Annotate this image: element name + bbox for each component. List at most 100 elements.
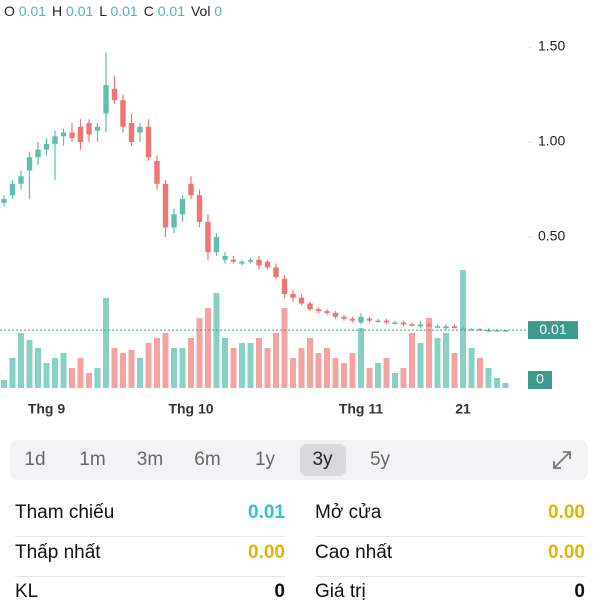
volume-bar <box>77 358 84 388</box>
candle-body <box>366 318 373 321</box>
range-tab[interactable]: 3m <box>136 449 164 470</box>
candle-body <box>77 126 84 142</box>
stat-label: Tham chiếu <box>15 502 115 523</box>
ohlc-header: O 0.01 H 0.01 L 0.01 C 0.01 Vol 0 <box>4 3 228 19</box>
volume-bar <box>196 318 203 388</box>
ohlc-label: Vol <box>190 3 211 19</box>
chart: 0.50 1.00 1.50 Thg 9 Thg 10 Thg 11 21 0.01 0 <box>0 38 578 417</box>
candle-body <box>9 183 16 196</box>
range-tab[interactable]: 1m <box>79 449 106 470</box>
candle-body <box>128 123 135 142</box>
candle-body <box>290 294 296 298</box>
volume-bar <box>145 343 152 388</box>
volume-bar <box>18 333 24 388</box>
range-tab[interactable]: 1y <box>254 449 276 470</box>
candle-body <box>264 261 271 268</box>
volume-bar <box>205 308 211 388</box>
x-tick-label: Thg 9 <box>28 401 66 417</box>
divider <box>315 536 585 537</box>
volume-bar <box>69 368 75 388</box>
x-tick-label: Thg 11 <box>339 401 384 417</box>
volume-bar <box>264 348 271 388</box>
volume-bar <box>239 343 245 388</box>
ohlc-value: 0.01 <box>157 3 185 19</box>
candle-body <box>341 316 347 319</box>
candle-body <box>409 324 415 326</box>
volume-bar <box>43 363 50 388</box>
candle-body <box>256 259 262 266</box>
volume-bar <box>26 340 33 388</box>
volume-bar <box>290 358 296 388</box>
ohlc-value: 0 <box>214 3 223 19</box>
stat-label: Mở cửa <box>315 502 382 523</box>
ohlc-label: H <box>52 3 63 19</box>
candle-body <box>230 259 237 262</box>
volume-bar <box>162 333 169 388</box>
candle-body <box>103 85 109 114</box>
candle-body <box>281 278 288 294</box>
volume-bar <box>281 308 288 388</box>
volume-bar <box>298 348 305 388</box>
candle-body <box>239 261 245 264</box>
range-tab[interactable]: 1d <box>24 449 46 470</box>
volume-bar <box>1 380 7 388</box>
candle-body <box>426 324 432 327</box>
volume-bar <box>358 328 364 388</box>
candle-body <box>468 329 475 331</box>
volume-bar <box>9 358 16 388</box>
volume-bar <box>400 368 407 388</box>
volume-bar <box>477 358 483 388</box>
candle-body <box>494 330 500 332</box>
candle-body <box>43 143 50 150</box>
volume-bar <box>94 368 101 388</box>
range-tab[interactable]: 3y <box>299 444 346 476</box>
volume-bar <box>392 373 398 388</box>
divider <box>315 575 585 577</box>
candle-body <box>154 161 160 184</box>
volume-bar <box>256 338 262 388</box>
volume-bar <box>485 368 492 388</box>
candle-body <box>94 126 101 131</box>
range-tab[interactable]: 6m <box>194 449 221 470</box>
volume-tick-label: 0 <box>536 371 544 387</box>
volume-bar <box>366 368 373 388</box>
ohlc-value: 0.01 <box>66 3 94 19</box>
candle-body <box>332 313 339 317</box>
volume-bar <box>426 318 432 388</box>
candle-body <box>120 100 126 127</box>
candle-body <box>162 183 169 228</box>
volume-bar <box>60 353 67 388</box>
volume-bar <box>35 348 41 388</box>
ohlc-label: C <box>143 3 154 19</box>
stat-value: 0.01 <box>248 502 285 523</box>
last-price-label: 0.01 <box>539 321 566 337</box>
volume-bar <box>137 358 143 388</box>
stat-value: 0.00 <box>548 541 585 563</box>
volume-bar <box>222 338 228 388</box>
candle-body <box>247 259 254 262</box>
volume-bar <box>434 338 441 388</box>
range-tab[interactable]: 5y <box>369 449 391 470</box>
candle-body <box>460 328 466 330</box>
candle-body <box>69 132 75 139</box>
volume-bar <box>154 338 160 388</box>
volume-axis-box <box>528 371 552 389</box>
stat-label: Giá trị <box>315 581 366 602</box>
candle-body <box>417 324 424 327</box>
stat-label: Thấp nhất <box>15 541 101 563</box>
volume-bar <box>417 343 424 388</box>
volume-bar <box>247 343 254 388</box>
y-tick-label: 0.50 <box>538 228 565 244</box>
candle-body <box>400 322 407 325</box>
expand-icon[interactable] <box>550 448 574 472</box>
divider <box>15 536 285 537</box>
volume-bar <box>443 333 449 388</box>
candle-body <box>375 320 381 323</box>
candle-body <box>451 326 458 329</box>
candle-body <box>171 214 177 228</box>
ohlc-label: L <box>99 3 107 19</box>
x-tick-label: Thg 10 <box>168 401 213 417</box>
x-tick-label: 21 <box>455 401 471 417</box>
candle-body <box>383 320 390 323</box>
